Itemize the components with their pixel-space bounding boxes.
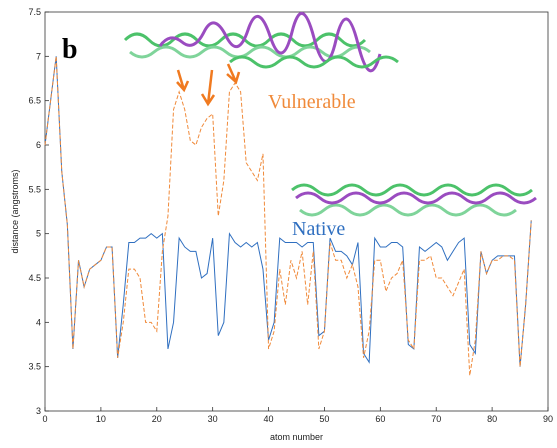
x-tick-label: 50	[319, 414, 329, 424]
x-axis-label: atom number	[270, 432, 323, 442]
y-tick-label: 7.5	[28, 7, 41, 17]
x-tick-label: 90	[543, 414, 553, 424]
plot-frame	[44, 11, 549, 412]
x-tick-label: 40	[264, 414, 274, 424]
y-tick-label: 3.5	[28, 362, 41, 372]
y-tick-label: 6.5	[28, 96, 41, 106]
x-tick-label: 20	[152, 414, 162, 424]
annotation: Native	[292, 218, 345, 240]
x-tick-label: 30	[208, 414, 218, 424]
panel-label: b	[62, 34, 78, 65]
x-tick-label: 80	[487, 414, 497, 424]
y-tick-label: 6	[36, 140, 41, 150]
y-tick-label: 7	[36, 51, 41, 61]
y-tick-label: 5.5	[28, 184, 41, 194]
y-tick-label: 3	[36, 406, 41, 416]
arrows	[176, 63, 241, 107]
annotation: Vulnerable	[268, 91, 356, 113]
x-tick-label: 70	[431, 414, 441, 424]
x-tick-label: 60	[375, 414, 385, 424]
series-line	[44, 56, 532, 367]
y-tick-label: 5	[36, 229, 41, 239]
y-axis-label: distance (angstroms)	[10, 169, 20, 253]
molecule-top	[123, 11, 399, 73]
series-line	[44, 56, 532, 376]
y-tick-label: 4	[36, 317, 41, 327]
y-tick-label: 4.5	[28, 273, 41, 283]
x-tick-label: 0	[42, 414, 47, 424]
x-tick-label: 10	[96, 414, 106, 424]
molecule-right	[291, 183, 537, 217]
